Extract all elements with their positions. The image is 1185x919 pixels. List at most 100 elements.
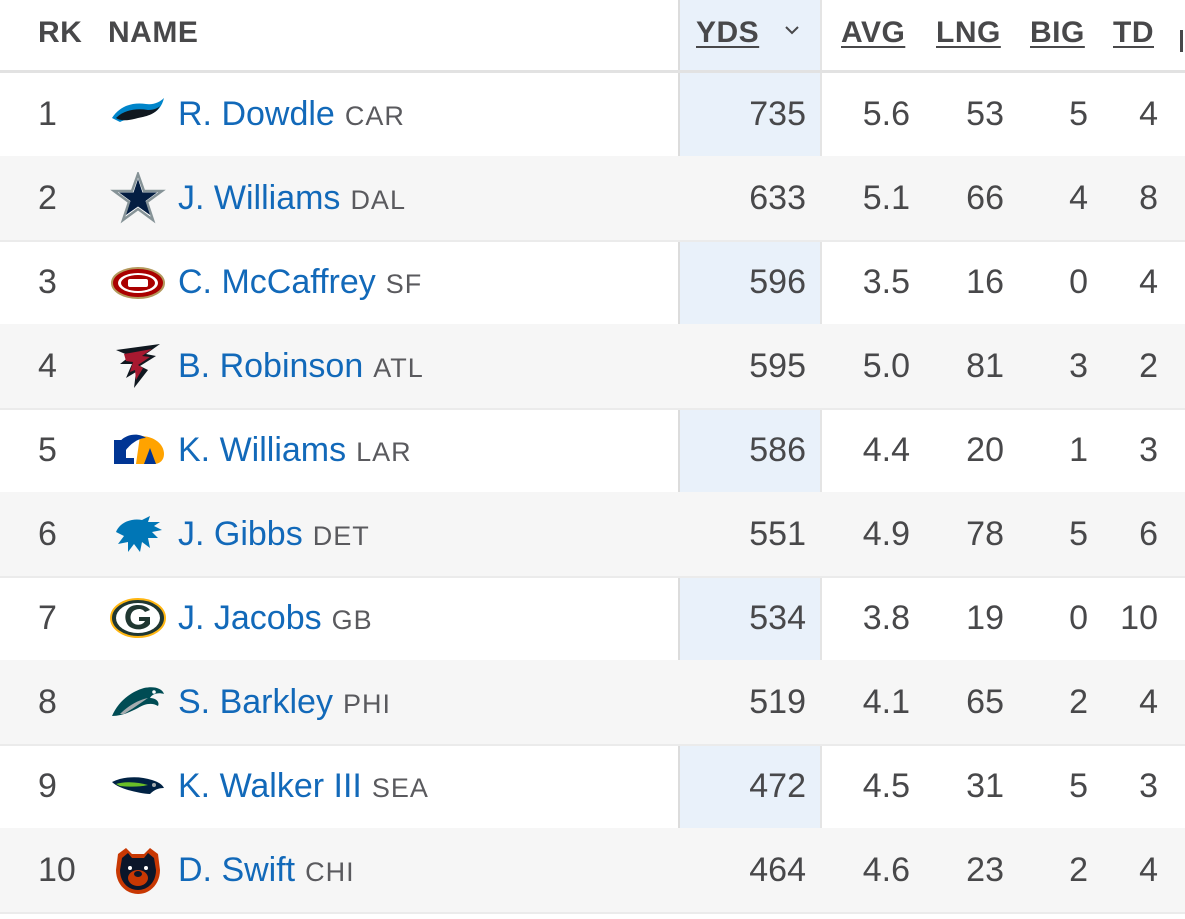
big-cell: 2	[1069, 683, 1088, 721]
falcons-logo-icon	[116, 344, 160, 388]
td-cell: 2	[1139, 347, 1158, 385]
lng-cell: 53	[966, 95, 1004, 133]
team-abbr: LAR	[356, 437, 412, 467]
panthers-logo-icon	[112, 98, 164, 122]
avg-cell: 5.1	[862, 179, 910, 217]
player-link[interactable]: K. Walker III SEA	[178, 744, 429, 828]
bears-logo-icon	[116, 848, 160, 894]
td-cell: 8	[1139, 179, 1158, 217]
rams-logo-icon	[114, 434, 164, 464]
team-abbr: PHI	[342, 689, 391, 719]
rank-cell: 6	[38, 515, 57, 553]
lng-cell: 23	[966, 851, 1004, 889]
big-cell: 3	[1069, 347, 1088, 385]
player-name[interactable]: D. Swift	[178, 851, 296, 889]
table-header: RK NAME YDS AVG LNG BIG TD	[0, 0, 1185, 73]
rank-cell: 10	[38, 851, 76, 889]
avg-cell: 4.4	[862, 431, 910, 469]
chevron-down-icon[interactable]	[784, 22, 800, 38]
team-abbr: DAL	[350, 185, 406, 215]
avg-cell: 5.6	[862, 95, 910, 133]
big-cell: 1	[1069, 431, 1088, 469]
player-link[interactable]: D. Swift CHI	[178, 828, 355, 912]
td-cell: 3	[1139, 767, 1158, 805]
header-big-sort[interactable]: BIG	[1030, 16, 1085, 49]
header-yds-sort[interactable]: YDS	[696, 16, 760, 49]
team-abbr: DET	[312, 521, 370, 551]
lng-cell: 31	[966, 767, 1004, 805]
player-link[interactable]: B. Robinson ATL	[178, 324, 424, 408]
avg-cell: 4.5	[862, 767, 910, 805]
lng-cell: 65	[966, 683, 1004, 721]
player-link[interactable]: J. Williams DAL	[178, 156, 406, 240]
lng-cell: 19	[966, 599, 1004, 637]
td-cell: 4	[1139, 851, 1158, 889]
avg-cell: 5.0	[862, 347, 910, 385]
player-link[interactable]: K. Williams LAR	[178, 408, 412, 492]
avg-cell: 4.9	[862, 515, 910, 553]
team-abbr: CAR	[344, 101, 405, 131]
td-cell: 4	[1139, 95, 1158, 133]
rank-cell: 5	[38, 431, 57, 469]
player-name[interactable]: J. Gibbs	[178, 515, 303, 553]
seahawks-logo-icon	[112, 777, 164, 794]
table-row: 10 D. Swift CHI 464 4.6 23 2 4	[0, 828, 1185, 914]
player-name[interactable]: B. Robinson	[178, 347, 364, 385]
player-name[interactable]: K. Walker III	[178, 767, 362, 805]
td-cell: 6	[1139, 515, 1158, 553]
big-cell: 4	[1069, 179, 1088, 217]
lng-cell: 78	[966, 515, 1004, 553]
td-cell: 4	[1139, 683, 1158, 721]
player-link[interactable]: S. Barkley PHI	[178, 660, 391, 744]
rank-cell: 7	[38, 599, 57, 637]
team-abbr: ATL	[373, 353, 424, 383]
player-name[interactable]: R. Dowdle	[178, 95, 335, 133]
table-row: 8 S. Barkley PHI 519 4.1 65 2 4	[0, 660, 1185, 746]
yds-cell: 551	[749, 515, 806, 553]
header-td-sort[interactable]: TD	[1113, 16, 1154, 49]
big-cell: 0	[1069, 599, 1088, 637]
yds-cell: 534	[749, 599, 806, 637]
player-name[interactable]: K. Williams	[178, 431, 347, 469]
header-lng-sort[interactable]: LNG	[936, 16, 1001, 49]
team-abbr: SEA	[371, 773, 429, 803]
rank-cell: 4	[38, 347, 57, 385]
player-link[interactable]: R. Dowdle CAR	[178, 72, 405, 156]
td-cell: 4	[1139, 263, 1158, 301]
avg-cell: 3.5	[862, 263, 910, 301]
rank-cell: 2	[38, 179, 57, 217]
table-row: 4 B. Robinson ATL 595 5.0 81 3 2	[0, 324, 1185, 410]
lng-cell: 66	[966, 179, 1004, 217]
header-name: NAME	[108, 16, 199, 49]
rank-cell: 3	[38, 263, 57, 301]
player-link[interactable]: C. McCaffrey SF	[178, 240, 422, 324]
yds-cell: 735	[749, 95, 806, 133]
player-link[interactable]: J. Jacobs GB	[178, 576, 373, 660]
team-abbr: CHI	[305, 857, 355, 887]
player-name[interactable]: S. Barkley	[178, 683, 333, 721]
header-avg-sort[interactable]: AVG	[841, 16, 906, 49]
packers-logo-icon	[110, 598, 166, 638]
td-cell: 10	[1120, 599, 1158, 637]
player-name[interactable]: J. Jacobs	[178, 599, 322, 637]
lng-cell: 81	[966, 347, 1004, 385]
yds-cell: 595	[749, 347, 806, 385]
td-cell: 3	[1139, 431, 1158, 469]
yds-column-divider	[678, 0, 680, 911]
team-abbr: GB	[331, 605, 373, 635]
yds-cell: 633	[749, 179, 806, 217]
lions-logo-icon	[116, 516, 162, 552]
rank-cell: 1	[38, 95, 57, 133]
table-row: 7 J. Jacobs GB 534 3.8 19 0 10	[0, 576, 1185, 662]
yds-cell: 464	[749, 851, 806, 889]
yds-cell: 586	[749, 431, 806, 469]
big-cell: 2	[1069, 851, 1088, 889]
eagles-logo-icon	[112, 687, 164, 716]
player-link[interactable]: J. Gibbs DET	[178, 492, 370, 576]
avg-cell: 4.6	[862, 851, 910, 889]
player-name[interactable]: J. Williams	[178, 179, 341, 217]
49ers-logo-icon	[111, 267, 165, 299]
table-row: 6 J. Gibbs DET 551 4.9 78 5 6	[0, 492, 1185, 578]
player-name[interactable]: C. McCaffrey	[178, 263, 376, 301]
